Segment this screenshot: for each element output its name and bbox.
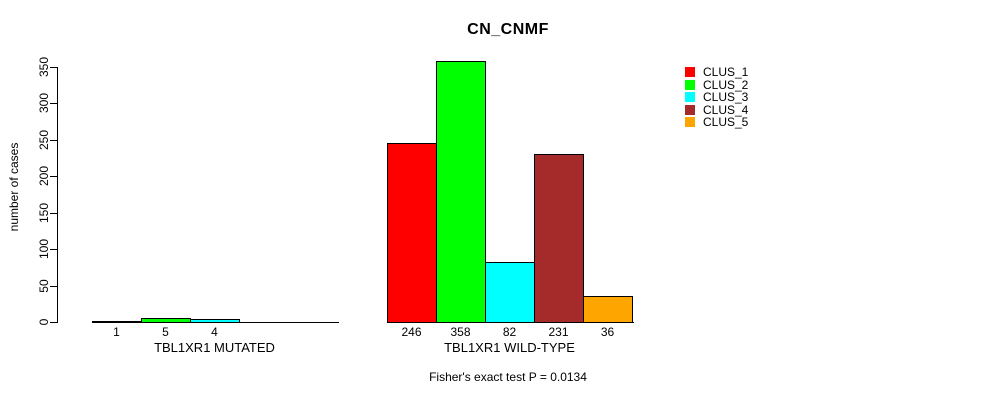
bar-clus-3 [190,319,240,323]
legend-label: CLUS_5 [703,115,749,129]
y-axis-tick-label: 100 [37,238,51,260]
y-axis-tick [50,176,57,177]
legend-swatch-clus-5 [685,117,695,127]
bar-value-label: 82 [502,325,517,339]
bar-value-label: 36 [600,325,615,339]
bar-clus-1 [387,143,437,323]
legend-swatch-clus-2 [685,80,695,90]
bar-clus-2 [436,61,486,323]
bar-clus-3 [485,262,535,323]
bar-clus-2 [141,318,191,323]
bar-value-label: 231 [548,325,569,339]
x-axis-group-label: TBL1XR1 MUTATED [154,340,275,355]
legend-swatch-clus-4 [685,105,695,115]
y-axis-tick-label: 300 [37,92,51,114]
bar-clus-4 [534,154,584,323]
bar-clus-5 [583,296,633,323]
y-axis-line [57,67,58,323]
bar-clus-1 [92,321,142,323]
y-axis-tick [50,286,57,287]
x-axis-group-label: TBL1XR1 WILD-TYPE [444,340,575,355]
bar-value-label: 4 [211,325,218,339]
y-axis-tick [50,103,57,104]
chart-title: CN_CNMF [467,21,549,38]
y-axis-label: number of cases [7,142,21,232]
y-axis-tick-label: 50 [37,279,51,293]
legend-swatch-clus-1 [685,67,695,77]
legend-item: CLUS_1 [685,65,805,79]
y-axis-tick [50,322,57,323]
legend-swatch-clus-3 [685,92,695,102]
legend-label: CLUS_2 [703,78,749,92]
legend-label: CLUS_4 [703,103,749,117]
bar-value-label: 358 [450,325,471,339]
legend-label: CLUS_3 [703,90,749,104]
y-axis-tick-label: 350 [37,56,51,78]
fisher-test-annotation: Fisher's exact test P = 0.0134 [429,370,587,384]
legend-item: CLUS_2 [685,78,805,92]
y-axis-tick-label: 0 [37,318,51,326]
y-axis-tick-label: 200 [37,165,51,187]
y-axis-tick-label: 150 [37,202,51,224]
bar-value-label: 246 [401,325,422,339]
legend-label: CLUS_1 [703,65,749,79]
bar-value-label: 1 [113,325,120,339]
y-axis-tick [50,249,57,250]
bar-value-label: 5 [162,325,169,339]
y-axis-tick [50,67,57,68]
legend-item: CLUS_5 [685,115,805,129]
y-axis-tick [50,213,57,214]
y-axis-tick [50,140,57,141]
legend-item: CLUS_3 [685,90,805,104]
y-axis-tick-label: 250 [37,129,51,151]
legend-item: CLUS_4 [685,103,805,117]
